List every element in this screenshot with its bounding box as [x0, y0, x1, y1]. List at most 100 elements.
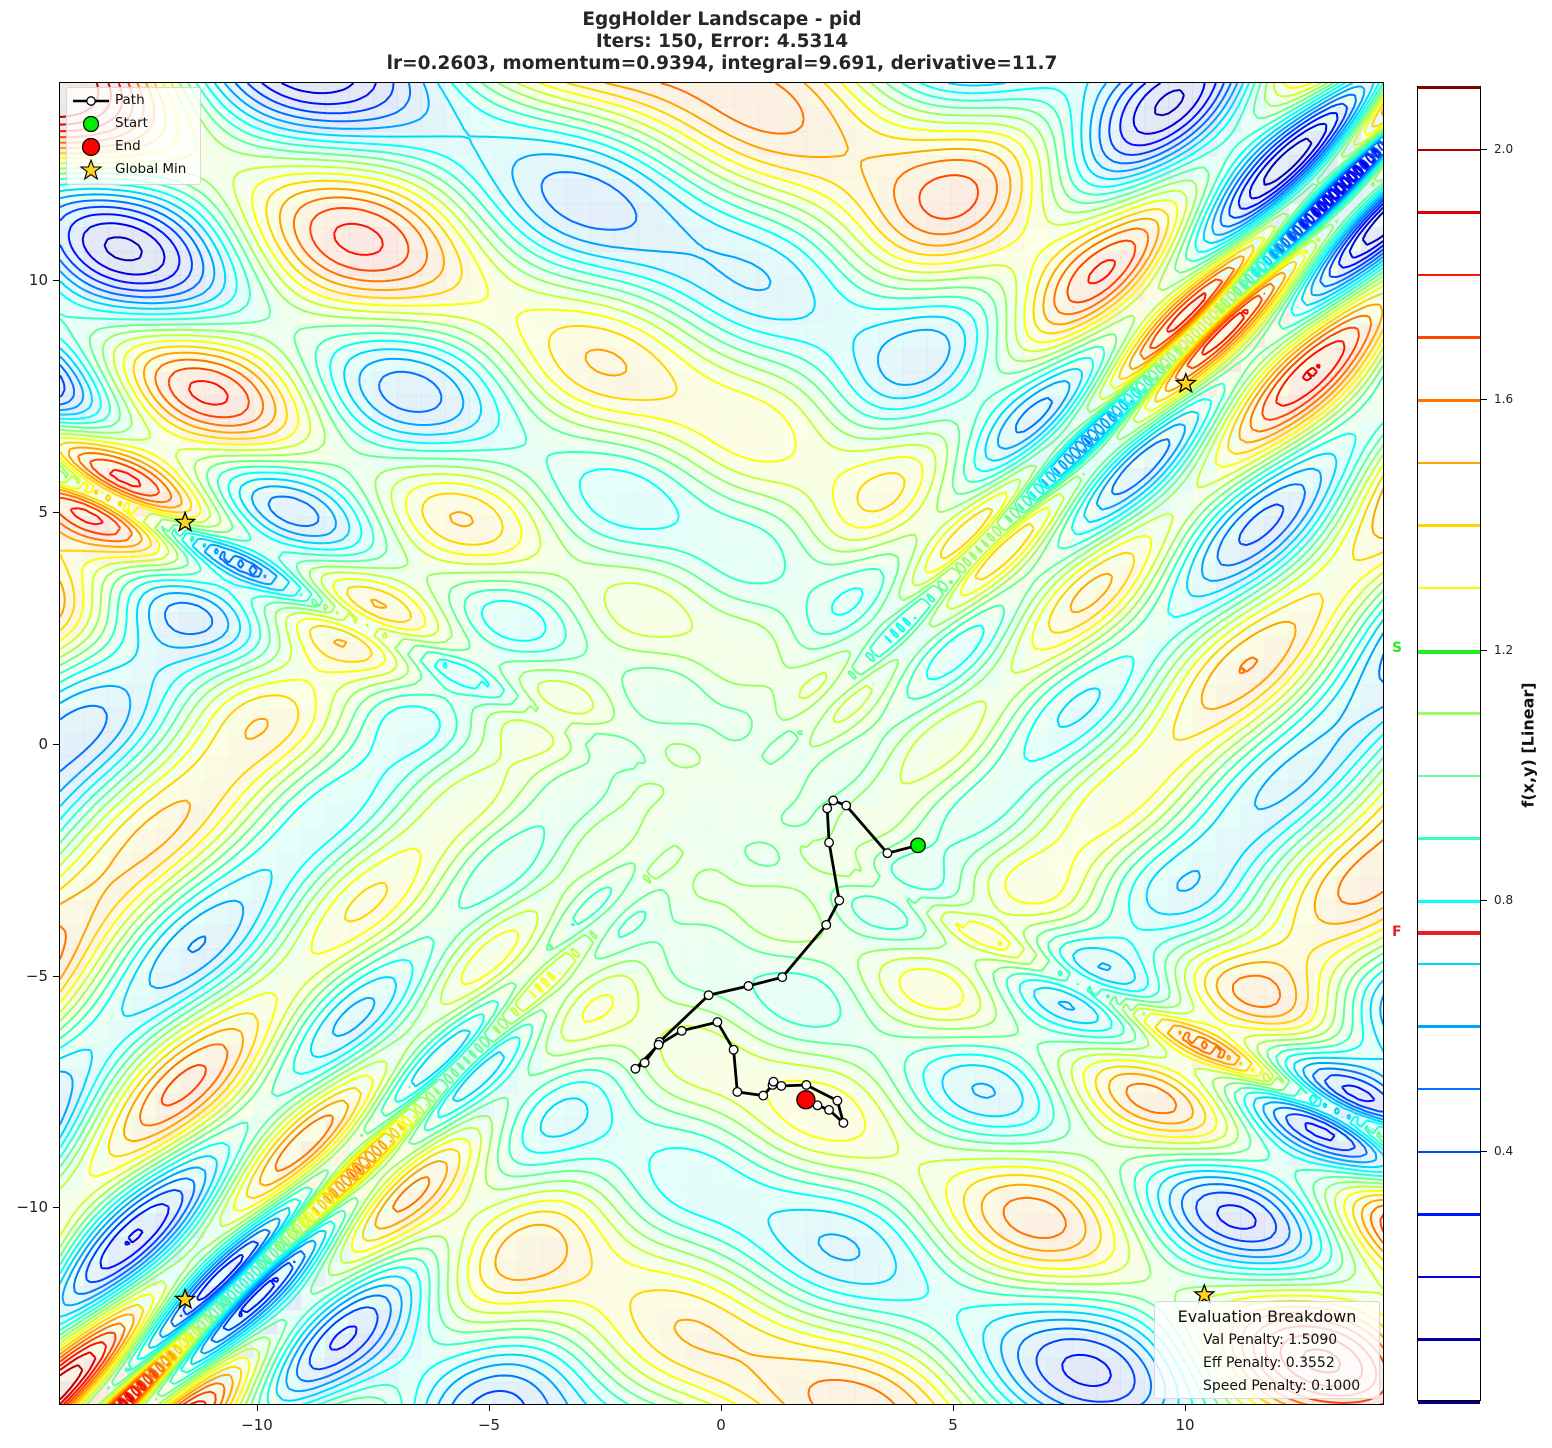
legend-item-end: End: [67, 136, 200, 158]
colorbar-tick-mark: [1481, 900, 1487, 901]
path-line-icon: [73, 96, 109, 106]
evaluation-breakdown-box: Evaluation Breakdown Val Penalty: 1.5090…: [1154, 1301, 1380, 1399]
colorbar-tick-label: 1.6: [1494, 392, 1514, 406]
path-point-marker: [758, 1090, 769, 1101]
legend-label: End: [115, 138, 141, 154]
path-point-marker: [801, 1080, 812, 1090]
path-point-marker: [703, 990, 714, 1001]
colorbar-level-line: [1418, 461, 1480, 465]
path-point-marker: [776, 1080, 787, 1091]
colorbar-level-line: [1418, 900, 1480, 903]
x-tick-mark: [721, 1405, 722, 1411]
colorbar-level-line: [1418, 1338, 1480, 1341]
x-tick-mark: [489, 1405, 490, 1411]
colorbar-level-line: [1418, 774, 1480, 778]
x-tick-label: 5: [948, 1416, 958, 1434]
colorbar-start-marker: S: [1392, 640, 1403, 656]
legend-item-path: Path: [67, 90, 200, 112]
contour-lines: [60, 83, 1383, 1404]
path-point-marker: [821, 919, 832, 930]
y-tick-label: −10: [16, 1198, 48, 1216]
path-point-marker: [838, 1117, 849, 1128]
path-point-marker: [630, 1063, 641, 1074]
y-tick-mark: [53, 512, 59, 513]
red-circle-icon: [81, 137, 101, 157]
path-point-marker: [822, 803, 833, 814]
path-point-marker: [712, 1017, 723, 1028]
chart-title: EggHolder Landscape - pid: [582, 9, 862, 30]
y-tick-label: 0: [38, 735, 48, 753]
legend-label: Start: [115, 115, 148, 131]
path-point-marker: [743, 981, 754, 991]
colorbar-level-line: [1418, 837, 1480, 840]
colorbar-level-line: [1418, 524, 1480, 527]
contour-plot-area: [59, 82, 1384, 1405]
colorbar-level-line: [1418, 148, 1480, 152]
colorbar-tick-label: 0.4: [1494, 1144, 1514, 1158]
chart-subtitle-params: lr=0.2603, momentum=0.9394, integral=9.6…: [386, 53, 1058, 74]
global-min-star-icon: [1193, 1283, 1216, 1305]
star-icon: [79, 159, 103, 181]
val-penalty: Val Penalty: 1.5090: [1203, 1332, 1338, 1348]
colorbar-level-line: [1418, 1401, 1480, 1404]
colorbar-level-line: [1418, 1025, 1480, 1028]
colorbar-level-line: [1418, 586, 1480, 590]
global-min-star-icon: [1174, 371, 1198, 394]
colorbar: [1417, 86, 1481, 1404]
colorbar-level-line: [1418, 1087, 1480, 1091]
global-min-star-icon: [173, 1287, 197, 1310]
path-point-marker: [828, 795, 839, 806]
colorbar-marker-line: [1418, 649, 1480, 654]
colorbar-marker-line: [1418, 931, 1480, 936]
colorbar-level-line: [1418, 399, 1480, 402]
path-point-marker: [676, 1025, 687, 1036]
path-point-marker: [653, 1039, 664, 1050]
colorbar-tick-label: 2.0: [1494, 142, 1514, 156]
x-tick-label: −5: [477, 1416, 501, 1434]
colorbar-tick-mark: [1481, 650, 1487, 651]
contour-svg: [60, 83, 1383, 1404]
green-circle-icon: [82, 115, 100, 133]
y-tick-label: −5: [25, 967, 48, 985]
y-tick-label: 5: [38, 503, 48, 521]
path-point-marker: [841, 800, 852, 811]
colorbar-tick-mark: [1481, 149, 1487, 150]
evaluation-title: Evaluation Breakdown: [1177, 1307, 1357, 1326]
colorbar-level-line: [1418, 86, 1480, 89]
colorbar-label: f(x,y) [Linear]: [1518, 682, 1538, 808]
chart-subtitle-iters: Iters: 150, Error: 4.5314: [595, 31, 849, 52]
legend-item-global-min: Global Min: [67, 159, 200, 181]
speed-penalty: Speed Penalty: 0.1000: [1203, 1378, 1361, 1394]
y-tick-mark: [53, 744, 59, 745]
colorbar-level-line: [1418, 712, 1480, 715]
path-point-marker: [824, 837, 835, 848]
legend-item-start: Start: [67, 113, 200, 135]
colorbar-level-line: [1418, 273, 1480, 277]
colorbar-tick-label: 0.8: [1494, 893, 1514, 907]
legend-label: Path: [115, 92, 145, 108]
colorbar-level-line: [1418, 211, 1480, 214]
legend-label: Global Min: [115, 161, 187, 177]
path-point-marker: [834, 895, 845, 906]
end-point-marker: [796, 1090, 816, 1110]
x-tick-label: −10: [241, 1416, 273, 1434]
y-tick-mark: [53, 280, 59, 281]
path-point-marker: [768, 1076, 779, 1087]
x-tick-label: 10: [1175, 1416, 1195, 1434]
colorbar-level-line: [1418, 1275, 1480, 1279]
x-tick-mark: [1185, 1405, 1186, 1411]
colorbar-tick-mark: [1481, 1151, 1487, 1152]
colorbar-tick-label: 1.2: [1494, 643, 1514, 657]
x-tick-mark: [953, 1405, 954, 1411]
path-point-marker: [732, 1086, 743, 1097]
colorbar-level-line: [1418, 336, 1480, 339]
start-point-marker: [910, 837, 926, 854]
y-tick-mark: [53, 1207, 59, 1208]
colorbar-final-marker: F: [1392, 924, 1402, 940]
legend: Path Start End Global Min: [66, 87, 201, 185]
x-tick-label: 0: [716, 1416, 726, 1434]
path-point-marker: [824, 1104, 835, 1115]
path-point-marker: [777, 972, 788, 983]
path-point-marker: [728, 1044, 739, 1055]
y-tick-label: 10: [28, 271, 48, 289]
